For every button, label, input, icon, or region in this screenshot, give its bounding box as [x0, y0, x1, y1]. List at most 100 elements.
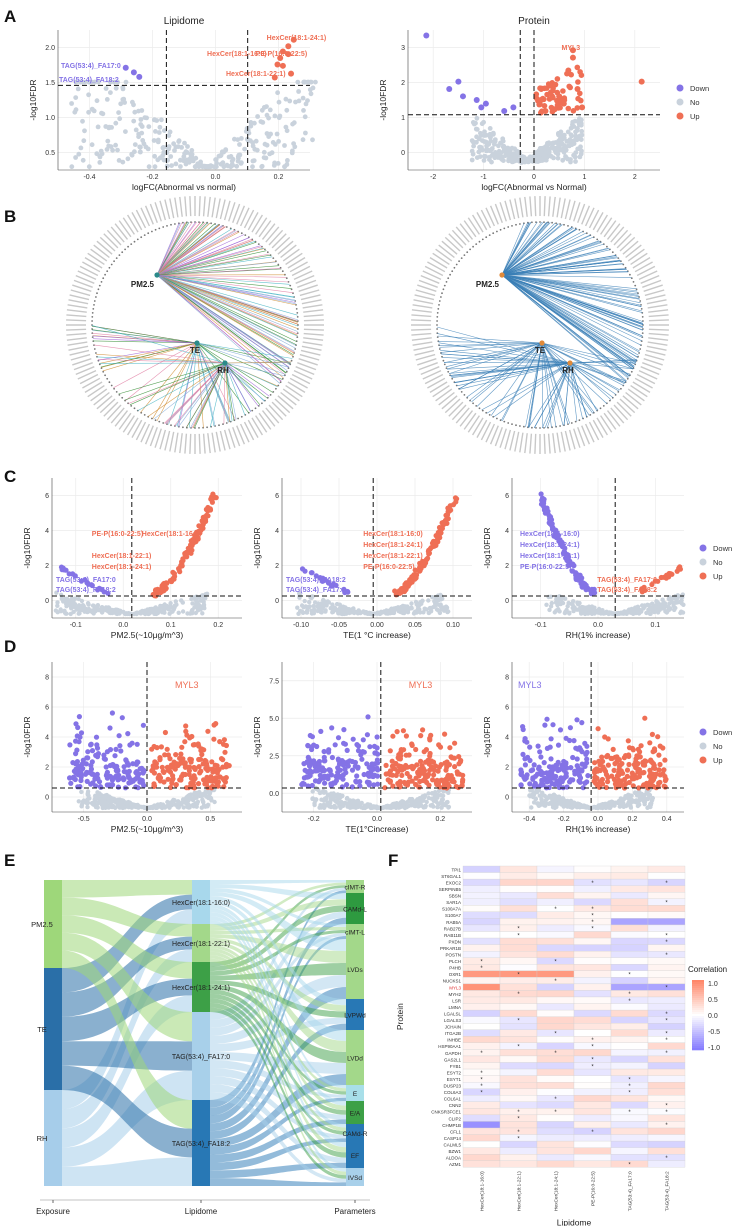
edge-line	[91, 325, 226, 364]
data-point	[295, 605, 300, 610]
node-label-bar	[596, 214, 608, 233]
data-point	[500, 138, 506, 144]
y-tick-label: 6	[505, 493, 509, 500]
data-point	[313, 79, 318, 85]
circle-node	[614, 394, 617, 396]
node-label-bar	[154, 428, 162, 448]
data-point	[151, 117, 157, 123]
data-point	[195, 799, 201, 804]
data-point	[76, 605, 82, 610]
panel-letter-D: D	[4, 637, 16, 656]
data-point	[506, 156, 512, 162]
node-label-bar	[648, 319, 669, 322]
circle-node	[535, 221, 537, 224]
legend-dot-down	[699, 544, 707, 552]
edge-line	[153, 362, 226, 420]
data-point	[646, 804, 652, 810]
circle-node	[515, 223, 517, 226]
y-tick-label: 0	[505, 795, 509, 802]
data-point	[105, 138, 111, 144]
circle-node	[559, 425, 561, 427]
edge-line	[177, 342, 198, 427]
node-label-bar	[73, 362, 93, 371]
data-point-up	[173, 752, 179, 758]
hub-node	[222, 360, 228, 366]
circle-node	[240, 415, 243, 418]
gene-label-up: MYL3	[561, 45, 580, 52]
node-label-bar	[504, 429, 512, 450]
node-label-bar	[261, 410, 276, 427]
circle-node	[611, 251, 614, 254]
circle-node	[463, 394, 466, 396]
node-label-bar	[140, 423, 151, 443]
x-tick-label: 0.2	[213, 622, 223, 629]
edge-line	[444, 342, 543, 363]
circle-node	[496, 417, 498, 420]
y-tick-label: 6	[45, 493, 49, 500]
edge-line	[501, 274, 643, 338]
edge-line	[164, 362, 226, 424]
data-point-down	[535, 743, 541, 749]
node-label-bar	[301, 345, 322, 351]
node-label-bar	[66, 309, 87, 313]
data-point	[185, 611, 190, 616]
data-point-sig	[308, 570, 314, 576]
y-tick-label: 4	[45, 735, 49, 742]
data-point	[357, 802, 362, 807]
data-point-down	[501, 108, 508, 115]
data-point-up	[220, 776, 226, 782]
data-point	[188, 154, 194, 160]
node-label-bar	[645, 349, 666, 356]
data-point	[125, 156, 131, 162]
data-point-up	[565, 67, 572, 74]
circle-node	[91, 320, 93, 322]
data-point	[155, 157, 161, 163]
node-label-bar	[625, 391, 642, 406]
data-point-down	[74, 733, 80, 739]
data-point	[145, 146, 151, 152]
node-label-bar	[627, 248, 645, 262]
edge-line	[569, 362, 620, 392]
node-label-bar	[287, 257, 306, 269]
data-point-down	[335, 735, 342, 741]
panel-letter-A: A	[4, 7, 16, 26]
data-point	[86, 164, 92, 170]
x-tick-label: 0.0	[593, 622, 603, 629]
data-point	[160, 145, 166, 151]
data-point-down	[75, 784, 81, 790]
data-point-up	[570, 108, 577, 114]
data-point	[542, 157, 547, 163]
node-label-bar	[444, 398, 461, 414]
node-label-bar	[232, 203, 241, 223]
data-point	[164, 163, 170, 169]
node-label-bar	[644, 353, 665, 361]
edge-line	[224, 362, 285, 377]
edge-line	[501, 274, 638, 358]
data-point	[482, 153, 487, 159]
y-axis-label: -log10FDR	[482, 527, 492, 568]
node-label-bar	[93, 244, 110, 259]
data-point	[417, 800, 423, 805]
node-label-bar	[223, 200, 231, 221]
data-point	[77, 611, 82, 616]
data-point	[62, 596, 68, 602]
edge-line	[102, 342, 198, 372]
edge-line	[156, 221, 198, 276]
data-point	[78, 79, 83, 85]
edge-line	[156, 253, 270, 276]
data-point-down	[548, 736, 554, 742]
circle-node	[206, 426, 209, 429]
data-point	[264, 142, 270, 148]
data-point	[667, 606, 673, 611]
circle-node	[472, 402, 474, 405]
data-point	[509, 145, 515, 151]
data-point	[541, 803, 547, 808]
circle-node	[617, 391, 620, 393]
node-label-bar	[239, 207, 250, 227]
data-point	[266, 134, 272, 140]
node-label-bar	[303, 319, 324, 322]
circle-node	[539, 427, 541, 429]
edge-line	[92, 329, 198, 344]
data-point	[166, 146, 172, 152]
node-label-bar	[413, 345, 434, 351]
